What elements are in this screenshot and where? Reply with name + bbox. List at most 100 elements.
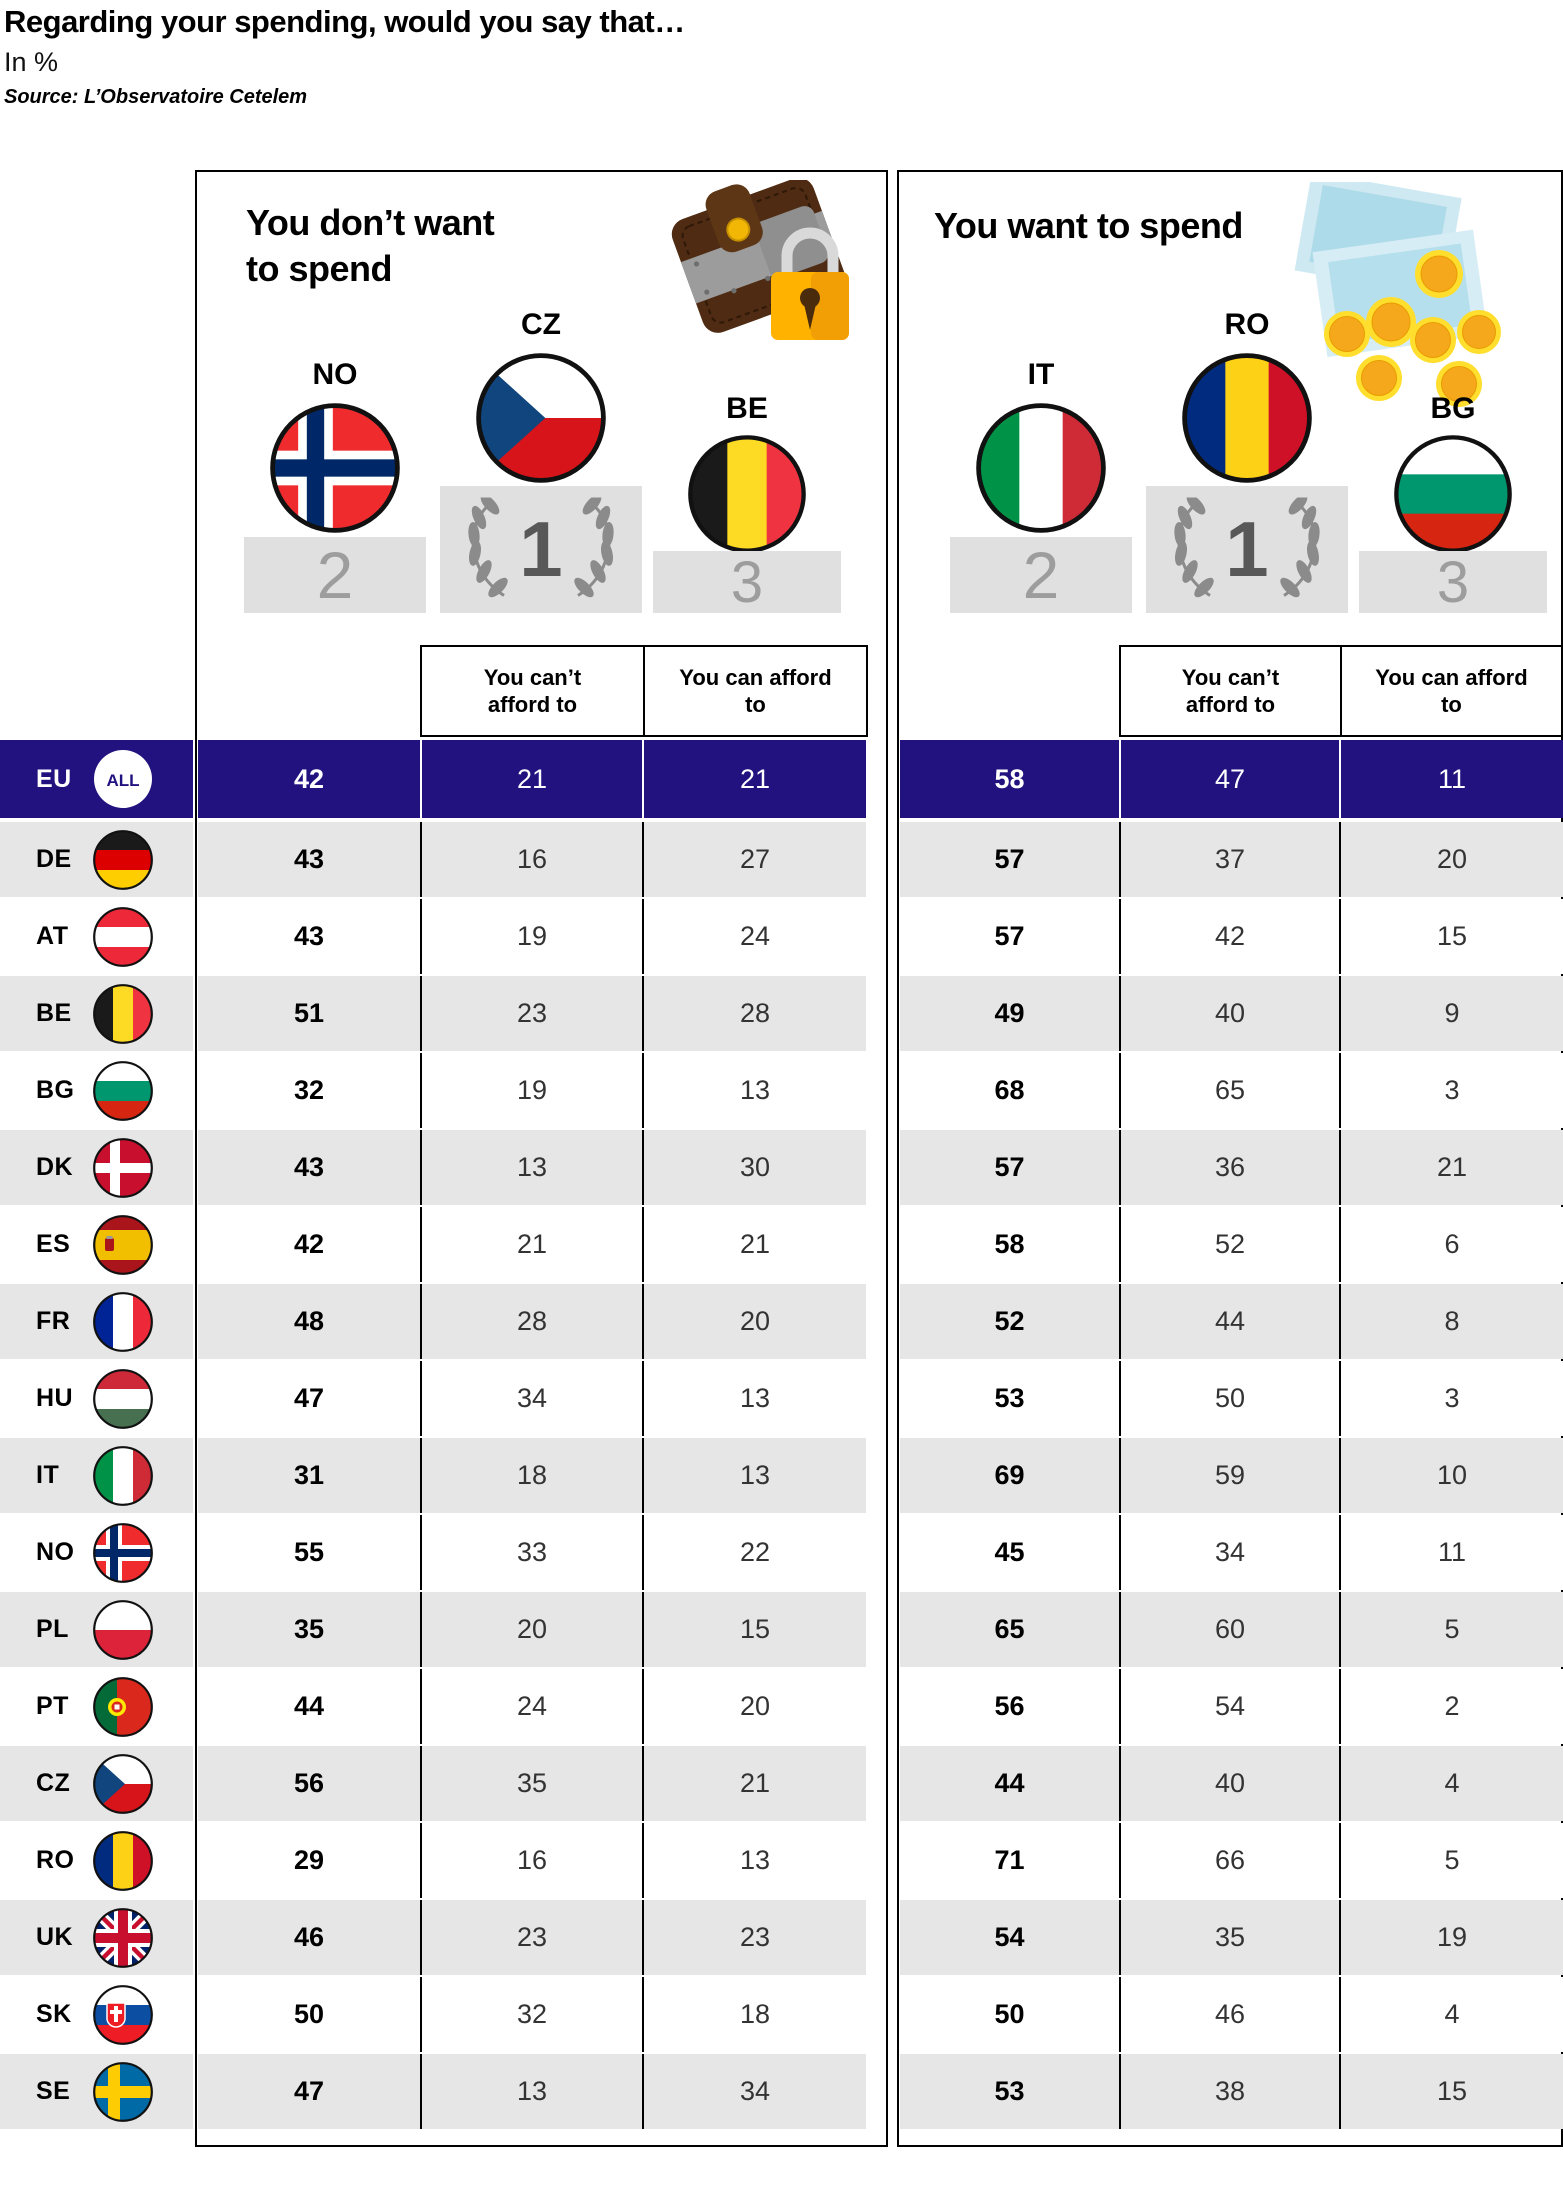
want-can-cell: 5 [1444,1845,1460,1875]
dont-want-values: 56 35 21 [198,1746,866,1821]
dont-total-cell: 42 [293,1229,325,1259]
want-can-cell: 3 [1444,1383,1460,1413]
want-cant-cell: 44 [1119,1284,1341,1359]
podium-block-rank3: 3 [653,550,841,615]
table-row: FR 48 28 20 52 44 8 [0,1284,1563,1359]
dont-total-cell: 35 [293,1614,325,1644]
want-total-cell: 56 [994,1691,1025,1721]
dont-can-cell: 13 [739,1075,771,1105]
dont-want-values: 50 32 18 [198,1977,866,2052]
table-row: BE 51 23 28 49 40 9 [0,976,1563,1051]
want-cant-cell: 66 [1119,1823,1341,1898]
country-flag-icon [93,1368,153,1429]
table-row: IT 31 18 13 69 59 10 [0,1438,1563,1513]
dont-want-values: 42 21 21 [198,740,866,818]
dont-total-cell: 43 [293,1152,325,1182]
country-flag-icon [93,1214,153,1275]
dont-cant-cell: 33 [420,1515,644,1590]
podium-country-label: IT [1027,358,1055,391]
dont-can-cell: 13 [739,1383,771,1413]
want-cant-cell: 42 [1119,899,1341,974]
dont-cant-cell: 13 [420,1130,644,1205]
country-flag-icon [93,1522,153,1583]
want-cant-cell: 54 [1119,1669,1341,1744]
dont-want-values: 47 13 34 [198,2054,866,2129]
want-can-cell: 21 [1436,1152,1468,1182]
dont-can-cell: 22 [739,1537,771,1567]
dont-want-values: 43 19 24 [198,899,866,974]
want-cant-cell: 47 [1119,740,1341,818]
podium-block-rank1: 1 [1146,486,1348,613]
want-total-cell: 65 [994,1614,1025,1644]
dont-can-cell: 13 [739,1845,771,1875]
want-cant-cell: 60 [1119,1592,1341,1667]
country-label-cell: BE [0,976,193,1051]
want-values: 49 40 9 [900,976,1563,1051]
want-cant-cell: 34 [1119,1515,1341,1590]
dont-can-cell: 27 [739,844,771,874]
want-total-cell: 58 [994,763,1025,794]
want-cant-cell: 50 [1119,1361,1341,1436]
dont-total-cell: 47 [293,1383,325,1413]
want-values: 57 37 20 [900,822,1563,897]
rank-number: 1 [1225,505,1269,593]
want-can-cell: 19 [1436,1922,1468,1952]
country-flag-icon [93,906,153,967]
podium-block-rank1: 1 [440,486,642,613]
dont-total-cell: 55 [293,1537,325,1567]
podium-flag-icon [976,403,1106,533]
table-row: BG 32 19 13 68 65 3 [0,1053,1563,1128]
podium-flag-icon [1394,435,1512,553]
want-total-cell: 45 [994,1537,1025,1567]
want-total-cell: 57 [994,844,1025,874]
dont-cant-cell: 21 [420,740,644,818]
podium-flag-icon [1182,353,1312,483]
dont-total-cell: 32 [293,1075,325,1105]
want-can-cell: 20 [1436,844,1468,874]
country-flag-icon [93,1984,153,2045]
panel-dont-want-box [195,170,888,2147]
want-cant-cell: 35 [1119,1900,1341,1975]
wallet-padlock-icon [665,177,880,360]
table-row: PL 35 20 15 65 60 5 [0,1592,1563,1667]
dont-want-values: 29 16 13 [198,1823,866,1898]
country-code: EU [36,764,72,793]
want-values: 54 35 19 [900,1900,1563,1975]
dont-cant-cell: 13 [420,2054,644,2129]
dont-cant-cell: 23 [420,976,644,1051]
want-can-cell: 9 [1444,998,1460,1028]
want-can-cell: 4 [1444,1999,1460,2029]
want-total-cell: 69 [994,1460,1025,1490]
want-values: 71 66 5 [900,1823,1563,1898]
want-values: 57 42 15 [900,899,1563,974]
podium-flag-icon [476,353,606,483]
want-cant-cell: 40 [1119,1746,1341,1821]
country-code: BE [36,999,72,1027]
want-total-cell: 49 [994,998,1025,1028]
want-values: 44 40 4 [900,1746,1563,1821]
table-row: ES 42 21 21 58 52 6 [0,1207,1563,1282]
want-cant-cell: 59 [1119,1438,1341,1513]
table-row: HU 47 34 13 53 50 3 [0,1361,1563,1436]
dont-want-values: 55 33 22 [198,1515,866,1590]
dont-total-cell: 46 [293,1922,325,1952]
podium-country-label: RO [1224,308,1270,341]
country-flag-icon [93,1599,153,1660]
want-total-cell: 53 [994,2076,1025,2106]
country-code: SE [36,2077,71,2105]
dont-want-values: 43 16 27 [198,822,866,897]
country-code: RO [36,1846,75,1874]
dont-want-values: 42 21 21 [198,1207,866,1282]
country-label-cell: SE [0,2054,193,2129]
dont-total-cell: 50 [293,1999,325,2029]
want-can-cell: 6 [1444,1229,1460,1259]
dont-want-values: 47 34 13 [198,1361,866,1436]
country-flag-icon [93,1060,153,1121]
banknotes-coins-icon [1243,171,1515,432]
country-code: HU [36,1384,74,1412]
country-label-cell: HU [0,1361,193,1436]
dont-total-cell: 47 [293,2076,325,2106]
want-values: 56 54 2 [900,1669,1563,1744]
panel-title-line: to spend [246,248,393,289]
